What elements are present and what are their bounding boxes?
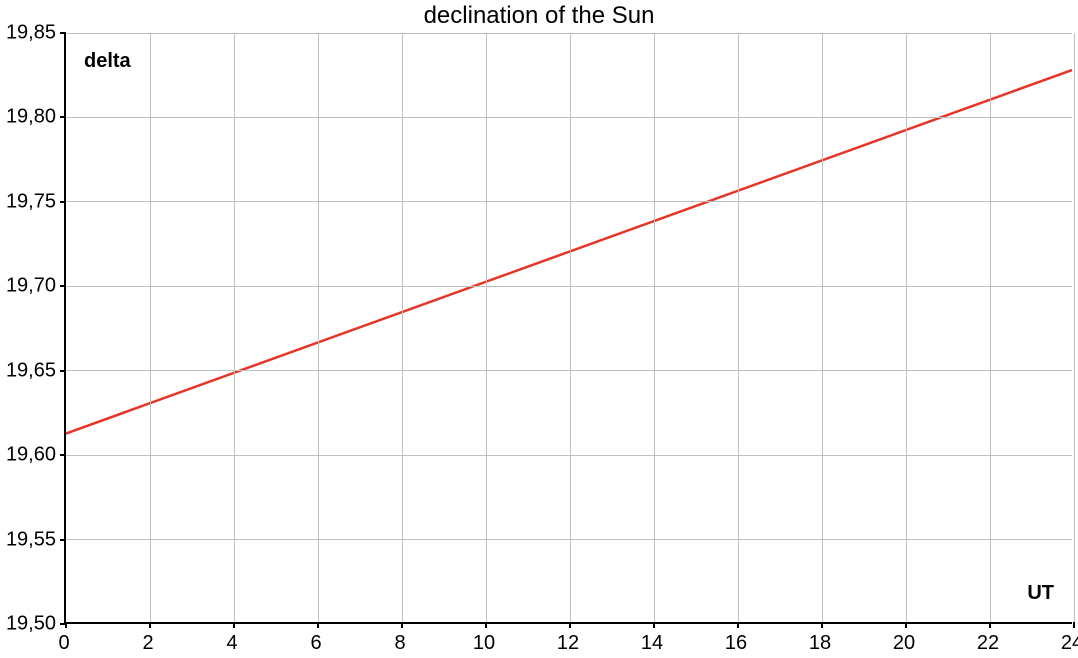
grid-line-horizontal (66, 201, 1072, 202)
grid-line-vertical (738, 33, 739, 622)
x-tick (989, 622, 991, 628)
chart-title: declination of the Sun (0, 2, 1078, 30)
x-tick-label: 0 (58, 632, 69, 655)
grid-line-horizontal (66, 117, 1072, 118)
x-tick-label: 12 (557, 632, 579, 655)
y-axis-label: delta (84, 50, 131, 73)
y-tick-label: 19,85 (6, 22, 56, 45)
chart-container: declination of the Sun 02468101214161820… (0, 0, 1078, 658)
y-tick (60, 370, 66, 372)
grid-line-vertical (570, 33, 571, 622)
grid-line-vertical (822, 33, 823, 622)
y-tick-label: 19,55 (6, 528, 56, 551)
x-tick-label: 18 (809, 632, 831, 655)
x-tick (485, 622, 487, 628)
grid-line-vertical (234, 33, 235, 622)
x-tick-label: 4 (226, 632, 237, 655)
y-tick (60, 623, 66, 625)
x-tick (317, 622, 319, 628)
x-tick (653, 622, 655, 628)
y-tick-label: 19,80 (6, 106, 56, 129)
grid-line-horizontal (66, 370, 1072, 371)
y-tick (60, 32, 66, 34)
y-tick (60, 201, 66, 203)
grid-line-vertical (318, 33, 319, 622)
grid-line-horizontal (66, 539, 1072, 540)
grid-line-horizontal (66, 286, 1072, 287)
x-tick-label: 2 (142, 632, 153, 655)
y-tick-label: 19,50 (6, 613, 56, 636)
grid-line-vertical (1074, 33, 1075, 622)
grid-line-vertical (654, 33, 655, 622)
x-tick (905, 622, 907, 628)
x-tick (821, 622, 823, 628)
grid-line-vertical (402, 33, 403, 622)
grid-line-horizontal (66, 455, 1072, 456)
x-tick-label: 20 (893, 632, 915, 655)
y-tick-label: 19,65 (6, 359, 56, 382)
x-tick (1073, 622, 1075, 628)
y-tick (60, 539, 66, 541)
grid-line-vertical (906, 33, 907, 622)
grid-line-horizontal (66, 33, 1072, 34)
x-tick (569, 622, 571, 628)
y-tick (60, 285, 66, 287)
grid-line-vertical (486, 33, 487, 622)
grid-line-vertical (150, 33, 151, 622)
x-tick-label: 22 (977, 632, 999, 655)
y-tick-label: 19,60 (6, 444, 56, 467)
y-tick (60, 454, 66, 456)
x-tick (737, 622, 739, 628)
plot-area (64, 33, 1072, 624)
x-tick-label: 14 (641, 632, 663, 655)
x-tick-label: 6 (310, 632, 321, 655)
x-tick-label: 10 (473, 632, 495, 655)
y-tick (60, 116, 66, 118)
x-tick-label: 8 (394, 632, 405, 655)
x-axis-label: UT (1027, 582, 1054, 605)
x-tick (233, 622, 235, 628)
y-tick-label: 19,75 (6, 190, 56, 213)
x-tick (401, 622, 403, 628)
y-tick-label: 19,70 (6, 275, 56, 298)
x-tick (149, 622, 151, 628)
x-tick-label: 16 (725, 632, 747, 655)
x-tick-label: 24 (1061, 632, 1078, 655)
grid-line-vertical (990, 33, 991, 622)
